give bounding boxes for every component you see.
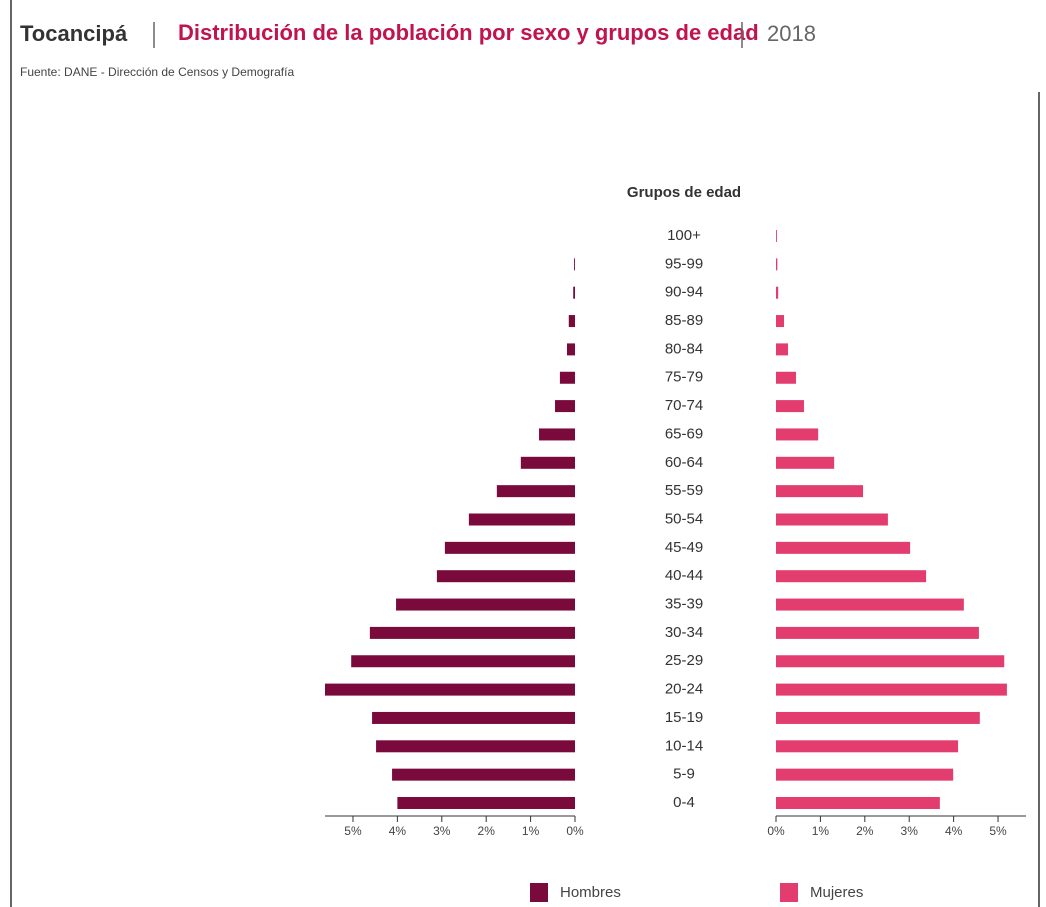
bar [776,541,911,554]
x-tick-label: 5% [989,824,1007,838]
bar [776,371,796,384]
category-label: 40-44 [665,567,703,584]
x-tick-label: 2% [478,824,496,838]
legend-label: Mujeres [810,884,863,901]
category-label: 55-59 [665,482,703,499]
category-label: 50-54 [665,510,703,527]
category-label: 95-99 [665,255,703,272]
bar [776,456,835,469]
x-tick-label: 0% [566,824,584,838]
bar [776,598,964,611]
category-label: 100+ [667,227,701,244]
x-tick-label: 3% [901,824,919,838]
category-label: 15-19 [665,709,703,726]
bar [372,711,575,724]
bar [397,797,575,809]
x-tick-label: 3% [433,824,451,838]
category-label: 10-14 [665,737,703,754]
place: Tocancipá [20,21,128,46]
bar [776,768,954,781]
legend-swatch [780,883,798,902]
bar [776,655,1005,668]
bar [468,513,575,526]
legend-swatch [530,883,548,902]
x-tick-label: 0% [767,824,785,838]
category-label: 20-24 [665,681,703,698]
bar [496,485,575,498]
bar [392,768,575,781]
category-axis-label: Grupos de edad [627,184,741,201]
source: Fuente: DANE - Dirección de Censos y Dem… [20,65,294,79]
bar [776,683,1007,696]
x-tick-label: 1% [522,824,540,838]
category-label: 65-69 [665,425,703,442]
x-tick-label: 4% [945,824,963,838]
category-label: 60-64 [665,454,703,471]
bar [776,428,819,441]
category-label: 35-39 [665,596,703,613]
bar [325,683,575,696]
category-label: 70-74 [665,397,703,414]
bar [776,315,784,328]
bar [776,343,788,356]
category-label: 25-29 [665,652,703,669]
bar [776,258,778,271]
x-tick-label: 5% [344,824,362,838]
category-label: 5-9 [673,766,695,783]
bar [776,797,940,809]
legend-label: Hombres [560,884,621,901]
bar [520,456,575,469]
category-label: 30-34 [665,624,703,641]
category-label: 80-84 [665,340,703,357]
category-label: 85-89 [665,312,703,329]
bar [559,371,575,384]
bar [776,711,980,724]
x-tick-label: 4% [389,824,407,838]
category-label: 45-49 [665,539,703,556]
bar [574,258,575,271]
bar [776,570,927,583]
bar [776,485,864,498]
bar [376,740,575,753]
bar [776,626,979,639]
year: 2018 [767,21,816,46]
bar [369,626,575,639]
bar [539,428,575,441]
bar [776,230,777,242]
chart-title: Distribución de la población por sexo y … [178,20,759,45]
x-tick-label: 2% [856,824,874,838]
bar [567,343,575,356]
bar [555,400,575,413]
bar [776,513,888,526]
bar [573,286,575,299]
category-label: 75-79 [665,369,703,386]
x-tick-label: 1% [812,824,830,838]
bar [776,286,779,299]
category-label: 90-94 [665,284,703,301]
bar [776,400,804,413]
bar [776,740,959,753]
bar [436,570,575,583]
category-label: 0-4 [673,794,695,811]
bar [396,598,575,611]
bar [444,541,575,554]
bar [351,655,575,668]
bar [568,315,575,328]
